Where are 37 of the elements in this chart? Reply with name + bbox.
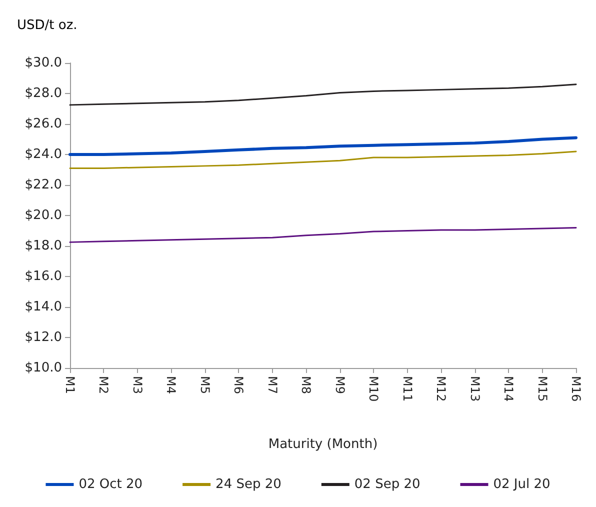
x-tick-label: M14 [502,376,516,402]
y-tick-label: $20.0 [24,208,62,223]
x-tick-label: M10 [366,376,381,402]
x-tick-label: M13 [468,376,482,402]
legend-label: 02 Sep 20 [354,477,420,492]
y-tick-label: $12.0 [24,330,62,345]
y-tick-label: $16.0 [24,269,62,284]
x-tick-label: M2 [96,376,111,394]
x-tick-label: M16 [569,376,583,402]
x-axis-title: Maturity (Month) [268,437,378,452]
line-series [69,150,577,169]
y-tick-label: $24.0 [24,147,62,162]
x-tick-label: M4 [164,376,178,394]
y-tick-label: $14.0 [24,300,62,314]
y-tick-label: $22.0 [24,178,62,192]
x-tick-label: M12 [434,376,448,402]
line-series [68,136,578,156]
y-tick-label: $28.0 [24,86,62,101]
line-series [69,226,577,243]
y-axis-title: USD/t oz. [17,18,78,33]
x-tick-label: M6 [232,376,246,394]
x-tick-label: M15 [535,376,550,402]
x-tick-label: M5 [198,376,212,394]
x-tick-label: M9 [332,376,347,394]
y-tick-label: $30.0 [24,56,62,70]
legend-label: 02 Oct 20 [78,477,143,492]
x-tick-label: M7 [265,376,280,394]
x-tick-label: M3 [130,376,144,394]
legend-label: 24 Sep 20 [216,477,282,492]
y-tick-label: $10.0 [24,360,62,376]
x-tick-label: M8 [299,376,314,394]
x-tick-label: M1 [63,376,77,394]
legend-label: 02 Jul 20 [493,477,550,492]
line-series [69,84,577,106]
y-tick-label: $18.0 [24,238,62,254]
y-tick-label: $26.0 [24,116,62,132]
x-tick-label: M11 [400,376,414,402]
